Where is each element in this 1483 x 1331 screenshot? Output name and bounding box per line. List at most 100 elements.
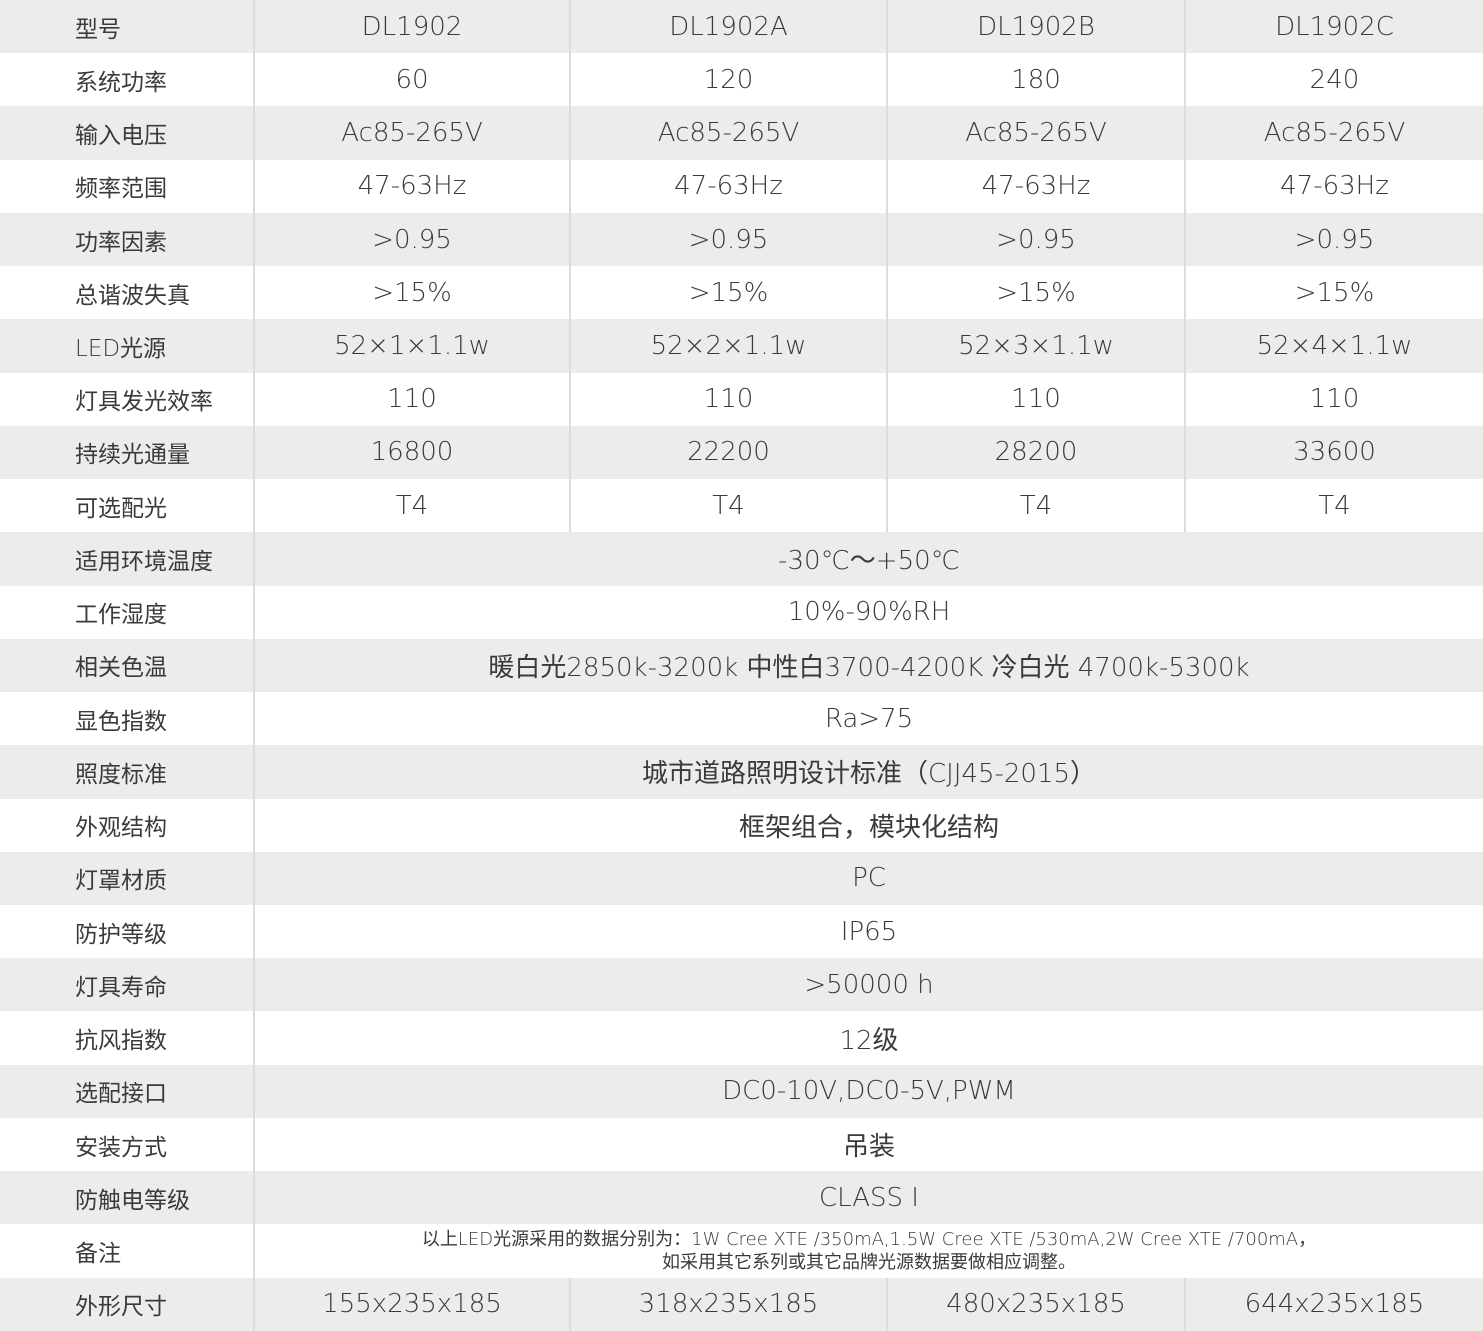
table-cell: T4 bbox=[569, 479, 887, 533]
table-cell: T4 bbox=[1184, 479, 1483, 533]
table-cell: 180 bbox=[886, 53, 1185, 107]
column-header: DL1902C bbox=[1184, 0, 1483, 54]
table-cell: 52×1×1.1w bbox=[253, 319, 570, 373]
table-cell: Ra>75 bbox=[253, 692, 1483, 746]
row-label: 外观结构 bbox=[0, 798, 254, 852]
row-label: 型号 bbox=[0, 0, 254, 54]
column-header: DL1902B bbox=[886, 0, 1185, 54]
table-cell: 22200 bbox=[569, 425, 887, 480]
dimensions-row: 外形尺寸 155x235x185 318x235x185 480x235x185 644… bbox=[0, 1277, 1483, 1331]
table-cell: 暖白光2850k-3200k 中性白3700-4200K 冷白光 4700k-5… bbox=[253, 638, 1483, 693]
table-cell: IP65 bbox=[253, 904, 1483, 959]
table-cell: 框架组合，模块化结构 bbox=[253, 798, 1483, 852]
row-label: 灯具发光效率 bbox=[0, 372, 254, 426]
table-row: 安装方式 吊装 bbox=[0, 1117, 1483, 1172]
note-row: 备注 以上LED光源采用的数据分别为：1W Cree XTE /350mA,1.5… bbox=[0, 1224, 1483, 1278]
row-label: 工作湿度 bbox=[0, 585, 254, 639]
table-row: 照度标准 城市道路照明设计标准（CJJ45-2015） bbox=[0, 745, 1483, 799]
table-cell: 110 bbox=[1184, 372, 1483, 426]
table-cell: 155x235x185 bbox=[253, 1277, 570, 1331]
row-label: 灯罩材质 bbox=[0, 851, 254, 905]
column-header: DL1902A bbox=[569, 0, 887, 54]
table-cell: 480x235x185 bbox=[886, 1277, 1185, 1331]
table-cell: >15% bbox=[886, 266, 1185, 320]
row-label: 安装方式 bbox=[0, 1117, 254, 1172]
column-header: DL1902 bbox=[253, 0, 570, 54]
table-cell: 110 bbox=[886, 372, 1185, 426]
table-cell: 52×2×1.1w bbox=[569, 319, 887, 373]
table-cell: 110 bbox=[253, 372, 570, 426]
table-cell: 318x235x185 bbox=[569, 1277, 887, 1331]
note-text: 以上LED光源采用的数据分别为：1W Cree XTE /350mA,1.5W … bbox=[421, 1229, 1317, 1250]
table-cell: 47-63Hz bbox=[253, 159, 570, 213]
row-label: 防触电等级 bbox=[0, 1171, 254, 1225]
table-cell: Ac85-265V bbox=[886, 106, 1185, 160]
table-row: 输入电压 Ac85-265V Ac85-265V Ac85-265V Ac85-265V bbox=[0, 106, 1483, 160]
table-cell: T4 bbox=[886, 479, 1185, 533]
table-cell: 吊装 bbox=[253, 1117, 1483, 1172]
table-cell: 52×4×1.1w bbox=[1184, 319, 1483, 373]
table-cell: 47-63Hz bbox=[569, 159, 887, 213]
table-row: 灯具寿命 >50000 h bbox=[0, 958, 1483, 1012]
table-cell: 110 bbox=[569, 372, 887, 426]
table-row: 可选配光 T4 T4 T4 T4 bbox=[0, 479, 1483, 533]
row-label: 相关色温 bbox=[0, 638, 254, 693]
row-label: 适用环境温度 bbox=[0, 532, 254, 586]
note-cell: 以上LED光源采用的数据分别为：1W Cree XTE /350mA,1.5W … bbox=[253, 1224, 1483, 1278]
row-label: 外形尺寸 bbox=[0, 1277, 254, 1331]
row-label: 抗风指数 bbox=[0, 1011, 254, 1065]
note-text: 如采用其它系列或其它品牌光源数据要做相应调整。 bbox=[662, 1252, 1076, 1273]
table-cell: Ac85-265V bbox=[253, 106, 570, 160]
row-label: 防护等级 bbox=[0, 904, 254, 959]
table-cell: 60 bbox=[253, 53, 570, 107]
table-cell: >15% bbox=[569, 266, 887, 320]
row-label: 照度标准 bbox=[0, 745, 254, 799]
table-cell: >0.95 bbox=[253, 212, 570, 267]
table-cell: 47-63Hz bbox=[1184, 159, 1483, 213]
table-cell: 10%-90%RH bbox=[253, 585, 1483, 639]
table-cell: >15% bbox=[1184, 266, 1483, 320]
table-cell: 240 bbox=[1184, 53, 1483, 107]
row-label: 频率范围 bbox=[0, 159, 254, 213]
table-cell: Ac85-265V bbox=[569, 106, 887, 160]
table-row: 总谐波失真 >15% >15% >15% >15% bbox=[0, 266, 1483, 320]
row-label: 系统功率 bbox=[0, 53, 254, 107]
table-row: 持续光通量 16800 22200 28200 33600 bbox=[0, 425, 1483, 480]
table-cell: 16800 bbox=[253, 425, 570, 480]
table-cell: -30℃～+50℃ bbox=[253, 532, 1483, 586]
row-label: 功率因素 bbox=[0, 212, 254, 267]
row-label: 总谐波失真 bbox=[0, 266, 254, 320]
table-row: 适用环境温度 -30℃～+50℃ bbox=[0, 532, 1483, 586]
row-label: 可选配光 bbox=[0, 479, 254, 533]
table-cell: >0.95 bbox=[886, 212, 1185, 267]
row-label: 输入电压 bbox=[0, 106, 254, 160]
table-cell: 52×3×1.1w bbox=[886, 319, 1185, 373]
table-cell: CLASS Ⅰ bbox=[253, 1171, 1483, 1225]
row-label: LED光源 bbox=[0, 319, 254, 373]
header-row: 型号 DL1902 DL1902A DL1902B DL1902C bbox=[0, 0, 1483, 54]
table-cell: DC0-10V,DC0-5V,PWM bbox=[253, 1064, 1483, 1118]
table-row: 灯具发光效率 110 110 110 110 bbox=[0, 372, 1483, 426]
table-cell: 644x235x185 bbox=[1184, 1277, 1483, 1331]
table-row: 外观结构 框架组合，模块化结构 bbox=[0, 798, 1483, 852]
table-cell: >15% bbox=[253, 266, 570, 320]
table-cell: Ac85-265V bbox=[1184, 106, 1483, 160]
table-row: 功率因素 >0.95 >0.95 >0.95 >0.95 bbox=[0, 212, 1483, 267]
row-label: 持续光通量 bbox=[0, 425, 254, 480]
table-row: 系统功率 60 120 180 240 bbox=[0, 53, 1483, 107]
table-cell: >50000 h bbox=[253, 958, 1483, 1012]
table-row: 防触电等级 CLASS Ⅰ bbox=[0, 1171, 1483, 1225]
table-row: LED光源 52×1×1.1w 52×2×1.1w 52×3×1.1w 52×4×1.1… bbox=[0, 319, 1483, 373]
row-label: 选配接口 bbox=[0, 1064, 254, 1118]
table-cell: >0.95 bbox=[569, 212, 887, 267]
table-row: 抗风指数 12级 bbox=[0, 1011, 1483, 1065]
table-row: 频率范围 47-63Hz 47-63Hz 47-63Hz 47-63Hz bbox=[0, 159, 1483, 213]
table-cell: 12级 bbox=[253, 1011, 1483, 1065]
table-cell: 47-63Hz bbox=[886, 159, 1185, 213]
table-row: 显色指数 Ra>75 bbox=[0, 692, 1483, 746]
table-cell: 120 bbox=[569, 53, 887, 107]
table-row: 灯罩材质 PC bbox=[0, 851, 1483, 905]
table-cell: T4 bbox=[253, 479, 570, 533]
table-cell: 28200 bbox=[886, 425, 1185, 480]
